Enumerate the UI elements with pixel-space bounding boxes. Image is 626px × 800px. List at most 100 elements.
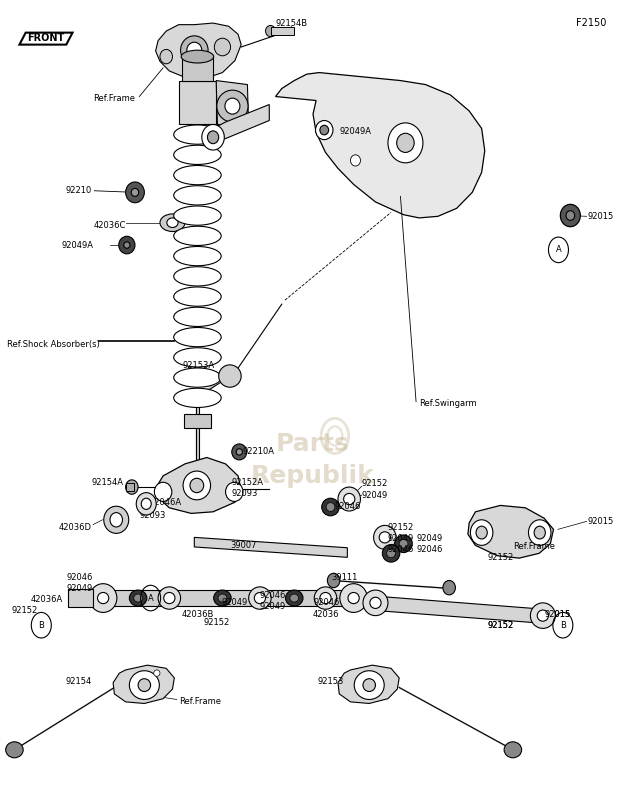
Ellipse shape	[265, 26, 275, 37]
Ellipse shape	[181, 50, 213, 63]
Ellipse shape	[173, 125, 221, 144]
Ellipse shape	[340, 584, 367, 613]
Text: 39007: 39007	[230, 541, 257, 550]
Ellipse shape	[363, 678, 376, 691]
Text: 92015: 92015	[588, 517, 614, 526]
Text: 92210A: 92210A	[242, 446, 274, 456]
Ellipse shape	[173, 368, 221, 387]
Ellipse shape	[249, 587, 271, 610]
Text: Ref.Frame: Ref.Frame	[93, 94, 135, 103]
Text: 92049A: 92049A	[339, 127, 371, 136]
Ellipse shape	[173, 166, 221, 185]
Ellipse shape	[173, 206, 221, 226]
Ellipse shape	[155, 482, 172, 502]
Ellipse shape	[154, 670, 160, 676]
Ellipse shape	[183, 471, 210, 500]
Text: 92049: 92049	[67, 584, 93, 593]
Text: 92049: 92049	[388, 534, 414, 542]
Ellipse shape	[537, 610, 548, 622]
Text: 92152: 92152	[362, 479, 388, 488]
Ellipse shape	[130, 590, 147, 606]
Text: Parts: Parts	[276, 432, 350, 456]
Ellipse shape	[126, 182, 145, 202]
Text: 92046: 92046	[313, 598, 339, 607]
Ellipse shape	[160, 50, 172, 64]
Ellipse shape	[236, 449, 242, 455]
Ellipse shape	[173, 307, 221, 326]
Text: 92153A: 92153A	[182, 361, 214, 370]
Ellipse shape	[180, 36, 208, 65]
Ellipse shape	[534, 526, 545, 539]
Text: 92049: 92049	[417, 534, 443, 542]
Ellipse shape	[213, 590, 231, 606]
Text: 92046: 92046	[388, 545, 414, 554]
Ellipse shape	[173, 246, 221, 266]
Ellipse shape	[327, 574, 340, 588]
Ellipse shape	[290, 594, 299, 602]
Ellipse shape	[379, 532, 391, 543]
Ellipse shape	[225, 98, 240, 114]
Text: 92154: 92154	[65, 677, 91, 686]
Text: 92152: 92152	[203, 618, 230, 626]
Text: Ref.Swingarm: Ref.Swingarm	[419, 399, 477, 409]
Ellipse shape	[566, 210, 575, 220]
Text: 92046: 92046	[67, 573, 93, 582]
Bar	[182, 57, 213, 81]
Polygon shape	[216, 81, 249, 129]
Bar	[183, 414, 211, 428]
Ellipse shape	[173, 287, 221, 306]
Text: 92046: 92046	[417, 545, 443, 554]
Bar	[126, 483, 135, 491]
Ellipse shape	[443, 581, 455, 595]
Ellipse shape	[6, 742, 23, 758]
Ellipse shape	[218, 365, 241, 387]
Text: Republik: Republik	[251, 464, 375, 488]
Ellipse shape	[126, 480, 138, 494]
Ellipse shape	[173, 146, 221, 165]
Polygon shape	[468, 506, 553, 558]
Text: 92015: 92015	[588, 212, 614, 221]
Text: 39111: 39111	[332, 573, 358, 582]
Ellipse shape	[363, 590, 388, 616]
Ellipse shape	[314, 587, 337, 610]
Text: Ref.Frame: Ref.Frame	[513, 542, 555, 550]
Ellipse shape	[338, 487, 361, 511]
Ellipse shape	[326, 502, 335, 511]
Ellipse shape	[131, 188, 139, 196]
Ellipse shape	[119, 236, 135, 254]
Ellipse shape	[254, 593, 265, 604]
Text: 92152: 92152	[488, 621, 514, 630]
Ellipse shape	[98, 593, 109, 604]
Bar	[178, 81, 216, 125]
Text: 92049: 92049	[260, 602, 286, 611]
Text: 92015: 92015	[544, 610, 570, 618]
Ellipse shape	[476, 526, 487, 539]
Bar	[68, 590, 93, 607]
Text: 92152: 92152	[488, 553, 514, 562]
Ellipse shape	[320, 593, 331, 604]
Ellipse shape	[160, 214, 185, 231]
Text: 92152A: 92152A	[232, 478, 264, 486]
Text: 42036B: 42036B	[182, 610, 214, 618]
Ellipse shape	[130, 670, 160, 699]
Polygon shape	[194, 538, 347, 558]
Text: 92152: 92152	[488, 621, 514, 630]
Text: 92046: 92046	[260, 591, 286, 600]
Ellipse shape	[387, 549, 396, 558]
Ellipse shape	[207, 131, 218, 144]
Polygon shape	[338, 665, 399, 703]
Ellipse shape	[374, 526, 396, 550]
Text: 92154B: 92154B	[275, 18, 307, 27]
Polygon shape	[113, 665, 174, 703]
Ellipse shape	[382, 545, 400, 562]
Ellipse shape	[173, 388, 221, 407]
Text: F2150: F2150	[576, 18, 607, 28]
Text: A: A	[148, 594, 153, 602]
Ellipse shape	[173, 348, 221, 367]
Ellipse shape	[285, 590, 303, 606]
Text: 92049: 92049	[221, 598, 247, 607]
Polygon shape	[156, 23, 241, 79]
Text: 92152: 92152	[388, 523, 414, 532]
Text: B: B	[38, 621, 44, 630]
Text: 92093: 92093	[140, 511, 166, 520]
